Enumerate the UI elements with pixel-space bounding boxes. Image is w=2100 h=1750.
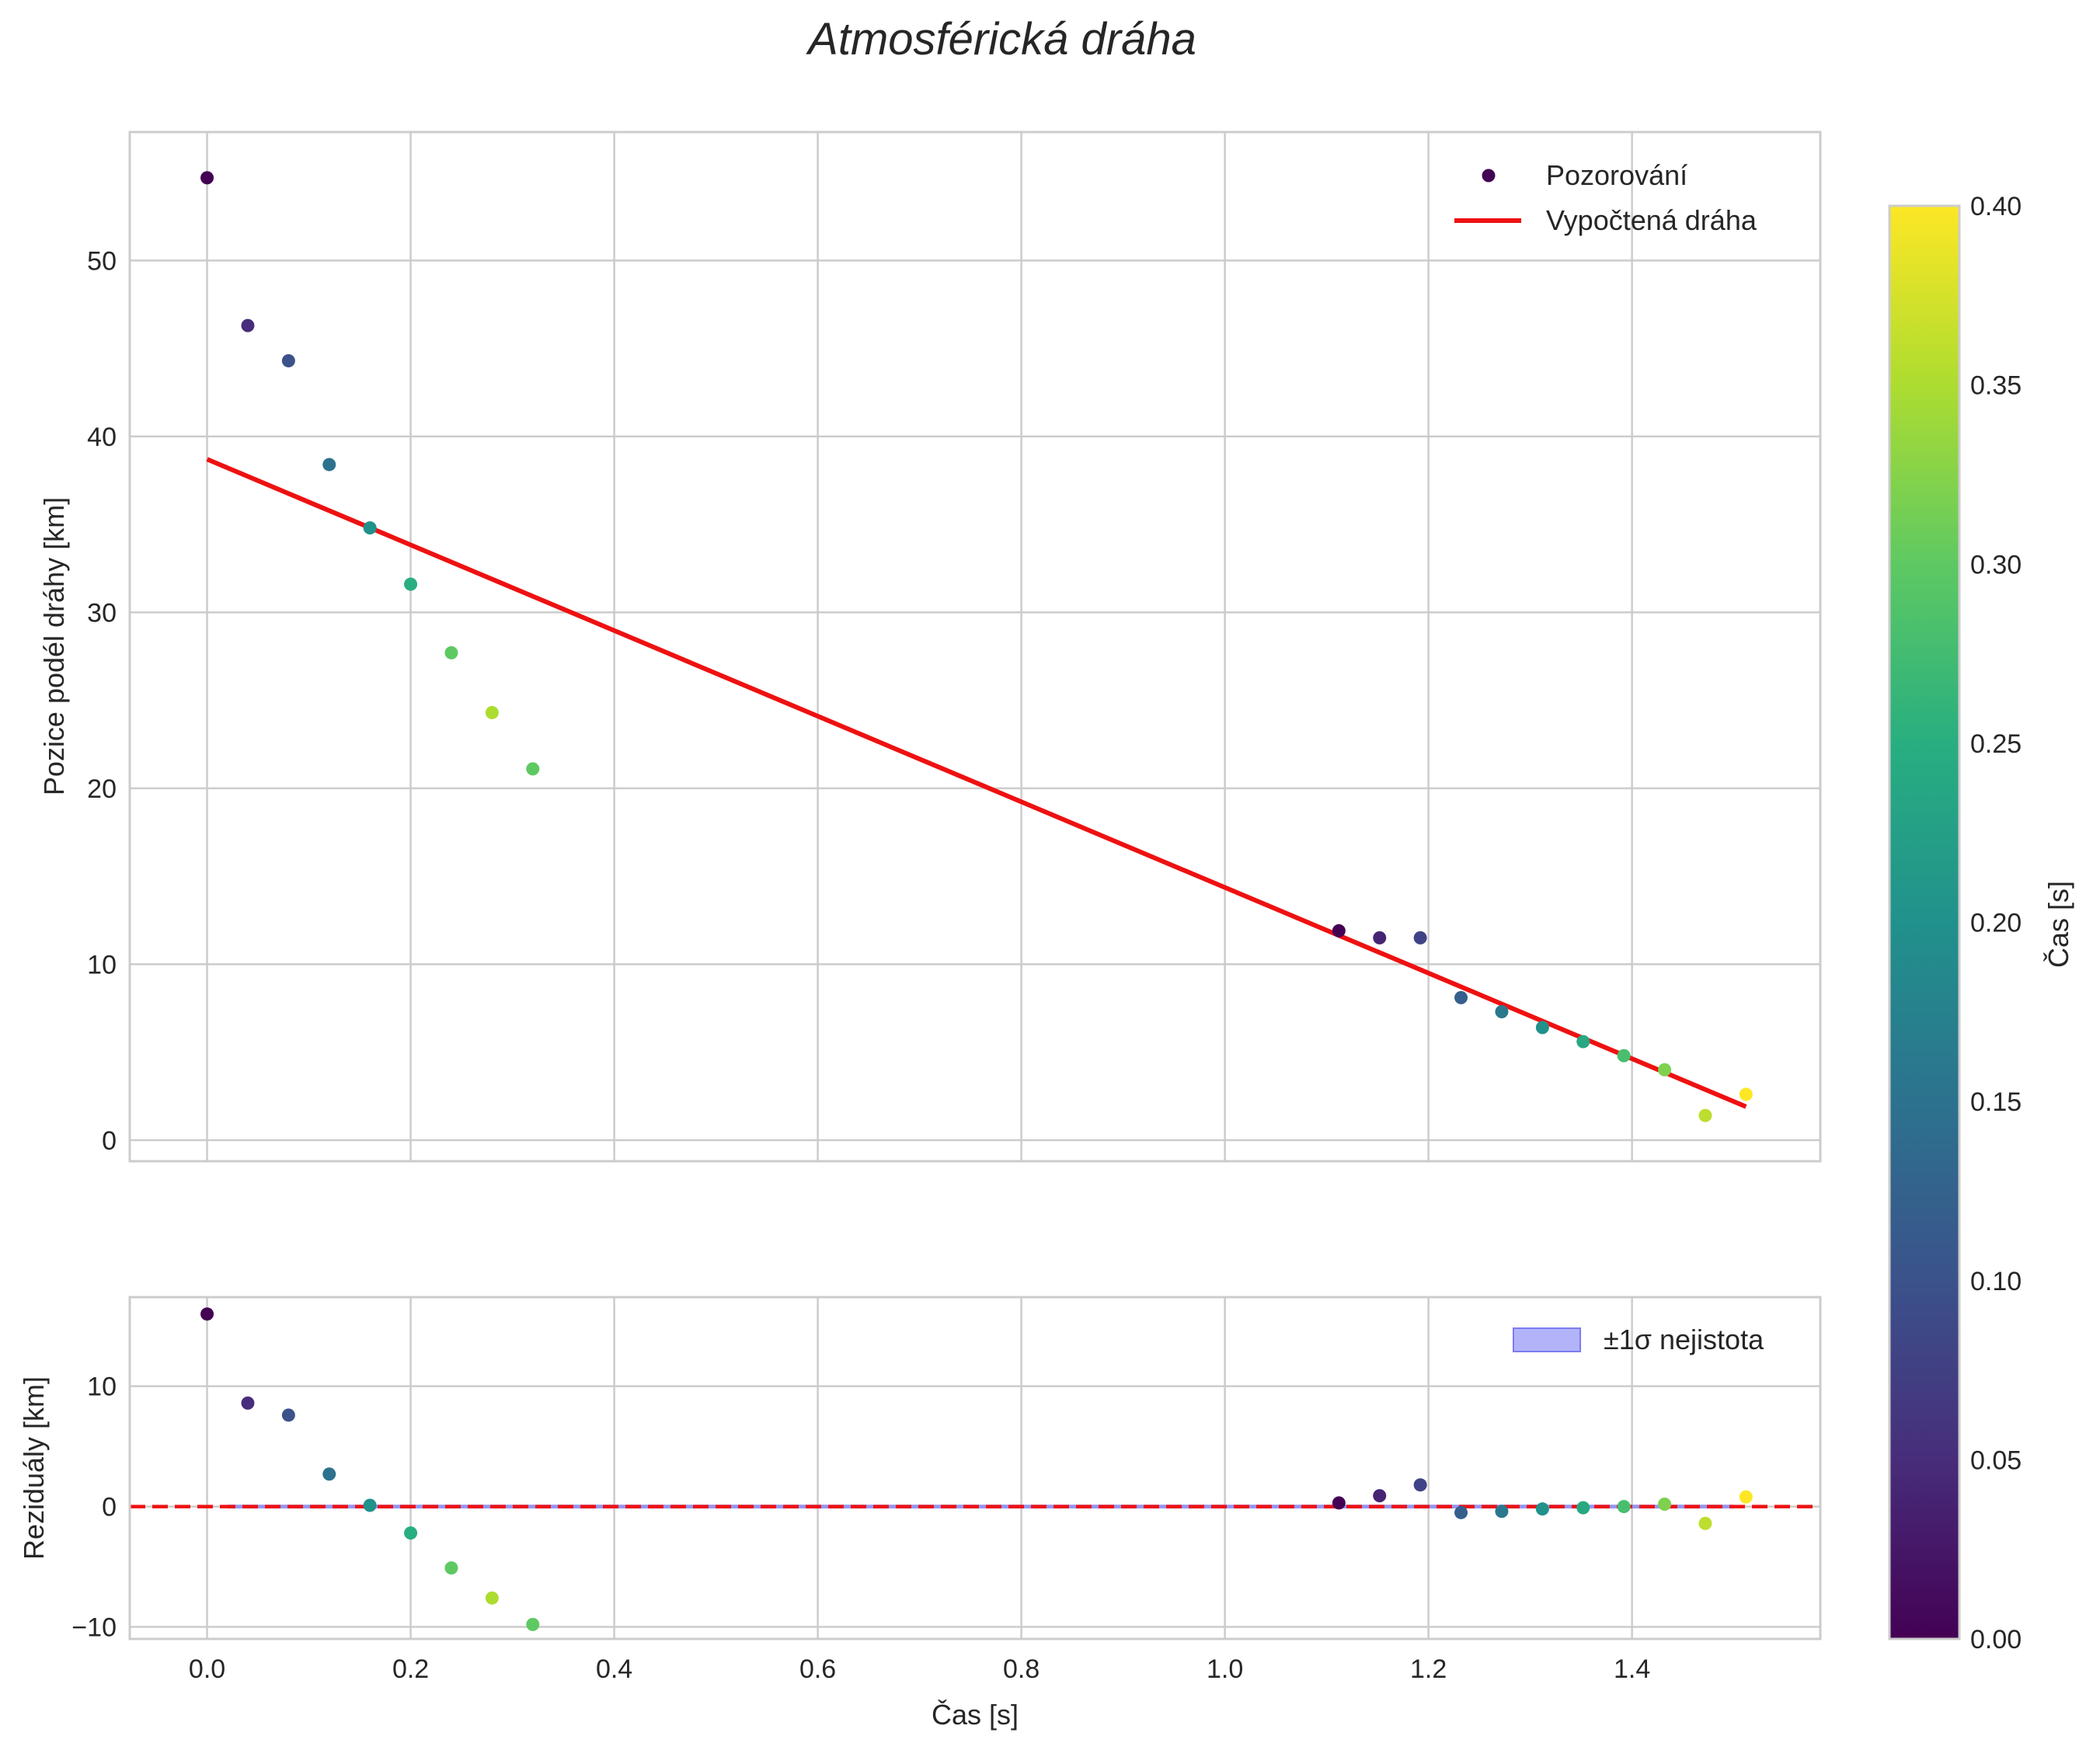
observation-point-station-2-6 (1576, 1035, 1590, 1049)
observation-point-station-2-0 (1332, 924, 1346, 938)
x-tick-label-4: 0.8 (1003, 1654, 1040, 1684)
bottom-panel-y-axis-label: Reziduály [km] (18, 1376, 50, 1560)
top-y-tick-label-2: 20 (87, 774, 117, 804)
top-y-tick-label-1: 10 (87, 950, 117, 979)
observation-point-station-1-4 (363, 521, 377, 535)
colorbar-tick-label-6: 0.30 (1970, 550, 2022, 579)
observation-point-station-2-4 (1495, 1004, 1509, 1018)
colorbar-label: Čas [s] (2043, 881, 2074, 968)
fit-line-series (206, 457, 1747, 1109)
bottom-panel-legend: ±1σ nejistota (1513, 1324, 1764, 1355)
colorbar-tick-label-3: 0.15 (1970, 1087, 2022, 1117)
observation-point-station-2-2 (1413, 931, 1427, 945)
observation-point-station-1-1 (241, 318, 255, 332)
colorbar-tick-label-5: 0.25 (1970, 729, 2022, 759)
residual-point-station-2-2 (1413, 1478, 1427, 1492)
top-panel: 0 10 20 30 40 50 Pozice podél dráhy [km] Pozo… (38, 130, 1822, 1163)
colorbar-tick-label-4: 0.20 (1970, 909, 2022, 938)
legend-band-label: ±1σ nejistota (1604, 1324, 1764, 1355)
x-tick-label-3: 0.6 (799, 1654, 836, 1684)
residual-point-station-2-7 (1617, 1500, 1631, 1514)
residual-point-station-1-1 (241, 1396, 255, 1410)
observation-point-station-1-7 (485, 705, 499, 719)
observation-point-station-2-1 (1373, 931, 1387, 945)
residual-point-station-1-8 (526, 1617, 540, 1631)
residual-point-station-2-5 (1535, 1502, 1549, 1516)
top-panel-grid (130, 132, 1820, 1161)
observation-point-station-1-0 (200, 171, 214, 185)
legend-scatter-marker (1482, 169, 1496, 183)
residual-point-station-2-4 (1495, 1505, 1509, 1519)
colorbar-gradient (1888, 204, 1961, 1640)
residual-point-station-2-3 (1454, 1505, 1468, 1519)
colorbar: 0.00 0.05 0.10 0.15 0.20 0.25 0.30 0.35 0.40 Čas… (1888, 192, 2074, 1654)
x-tick-label-0: 0.0 (189, 1654, 225, 1684)
residual-point-station-1-6 (444, 1561, 458, 1575)
top-y-tick-label-0: 0 (102, 1126, 117, 1156)
bottom-panel: −10 0 10 Reziduály [km] 0.0 0.2 0.4 0.6 0.8 1.0… (18, 1296, 1822, 1731)
observation-point-station-1-3 (322, 458, 336, 471)
x-tick-label-7: 1.4 (1614, 1654, 1650, 1684)
observation-point-station-1-5 (404, 577, 418, 591)
residual-point-station-2-9 (1698, 1516, 1712, 1530)
residual-point-station-1-2 (281, 1408, 295, 1422)
top-y-tick-label-5: 50 (87, 246, 117, 276)
legend-line-label: Vypočtená dráha (1546, 204, 1757, 236)
top-panel-y-axis-label: Pozice podél dráhy [km] (38, 497, 70, 795)
top-panel-frame (128, 130, 1822, 1163)
residual-point-station-1-3 (322, 1467, 336, 1481)
top-panel-background (130, 132, 1820, 1161)
observation-point-station-1-8 (526, 762, 540, 776)
colorbar-tick-label-1: 0.05 (1970, 1446, 2022, 1475)
x-tick-label-1: 0.2 (392, 1654, 429, 1684)
top-y-tick-label-4: 40 (87, 423, 117, 452)
residual-point-station-1-4 (363, 1498, 377, 1512)
colorbar-tick-label-7: 0.35 (1970, 371, 2022, 401)
legend-scatter-label: Pozorování (1546, 159, 1687, 191)
x-tick-label-5: 1.0 (1207, 1654, 1243, 1684)
x-axis-label: Čas [s] (932, 1699, 1019, 1731)
bottom-panel-frame (128, 1296, 1822, 1640)
residual-point-station-2-10 (1739, 1490, 1753, 1504)
bottom-y-tick-label-0: −10 (71, 1613, 117, 1643)
observation-point-station-2-5 (1535, 1021, 1549, 1035)
observation-point-station-1-2 (281, 353, 295, 367)
observation-point-station-2-3 (1454, 990, 1468, 1004)
x-tick-labels: 0.0 0.2 0.4 0.6 0.8 1.0 1.2 1.4 (189, 1654, 1650, 1684)
colorbar-tick-label-0: 0.00 (1970, 1625, 2022, 1654)
x-tick-label-6: 1.2 (1410, 1654, 1447, 1684)
residual-point-station-1-5 (404, 1526, 418, 1540)
top-panel-legend: Pozorování Vypočtená dráha (1454, 159, 1757, 236)
residual-point-station-2-1 (1373, 1489, 1387, 1503)
observation-point-station-1-6 (444, 645, 458, 659)
bottom-y-tick-label-1: 0 (102, 1493, 117, 1522)
bottom-y-tick-label-2: 10 (87, 1373, 117, 1402)
observation-points (200, 171, 1753, 1122)
residual-point-station-1-7 (485, 1591, 499, 1605)
legend-band-swatch (1513, 1327, 1581, 1352)
colorbar-tick-labels: 0.00 0.05 0.10 0.15 0.20 0.25 0.30 0.35 0.40 (1970, 192, 2022, 1654)
colorbar-tick-label-8: 0.40 (1970, 192, 2022, 221)
observation-point-station-2-10 (1739, 1087, 1753, 1101)
residual-point-station-2-0 (1332, 1496, 1346, 1510)
bottom-panel-y-tick-labels: −10 0 10 (71, 1373, 117, 1643)
colorbar-tick-label-2: 0.10 (1970, 1267, 2022, 1296)
observation-point-station-2-8 (1658, 1063, 1672, 1077)
top-panel-y-tick-labels: 0 10 20 30 40 50 (87, 246, 117, 1155)
observation-point-station-2-7 (1617, 1049, 1631, 1063)
x-tick-label-2: 0.4 (596, 1654, 632, 1684)
top-y-tick-label-3: 30 (87, 598, 117, 628)
observation-point-station-2-9 (1698, 1108, 1712, 1122)
chart-title: Atmosférická dráha (806, 14, 1196, 64)
residual-points (200, 1307, 1753, 1631)
residual-point-station-2-8 (1658, 1497, 1672, 1511)
residual-point-station-2-6 (1576, 1501, 1590, 1515)
residual-point-station-1-0 (200, 1307, 214, 1321)
